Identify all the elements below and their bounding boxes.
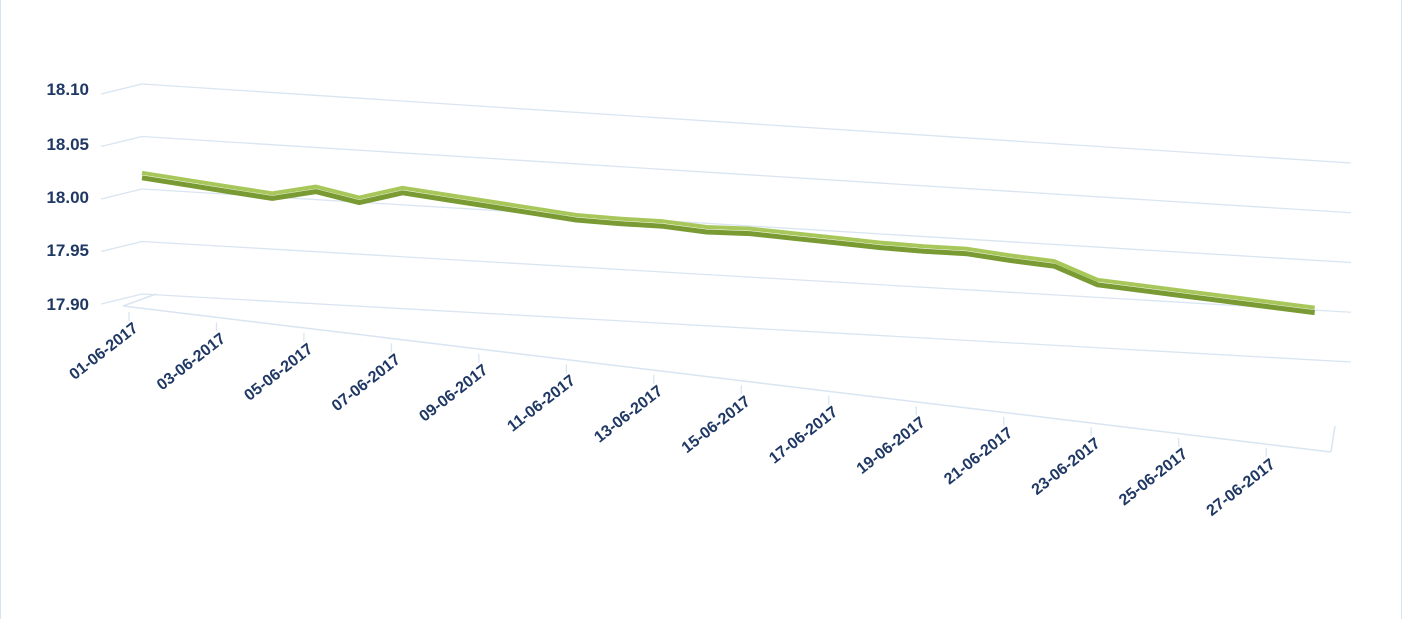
gridline-depth [100, 240, 143, 253]
x-tick-label: 27-06-2017 [1204, 456, 1279, 520]
x-tick-label: 21-06-2017 [941, 424, 1016, 488]
gridline-depth [100, 83, 143, 95]
x-axis-line [122, 305, 1332, 453]
x-tick-label: 03-06-2017 [154, 330, 229, 394]
x-tick-label: 19-06-2017 [854, 414, 929, 478]
x-tick-label: 07-06-2017 [329, 351, 404, 415]
x-axis [122, 293, 1336, 453]
gridline-depth [100, 135, 143, 148]
y-tick-label: 18.05 [46, 135, 89, 154]
x-tick-label: 11-06-2017 [505, 372, 579, 435]
y-tick-label: 18.10 [46, 80, 89, 99]
gridline [141, 293, 1352, 363]
gridline [141, 135, 1352, 214]
x-tick-label: 25-06-2017 [1116, 445, 1191, 509]
y-tick-label: 17.95 [46, 241, 89, 260]
x-tick-label: 09-06-2017 [416, 362, 491, 426]
x-tick-label: 23-06-2017 [1029, 435, 1104, 499]
x-tick-label: 17-06-2017 [766, 404, 841, 468]
series-line [141, 170, 1315, 310]
y-tick-label: 17.90 [46, 295, 89, 314]
gridline-depth [100, 293, 143, 305]
series [141, 170, 1316, 316]
series-line-shadow [141, 175, 1316, 316]
x-tick-label: 13-06-2017 [591, 383, 666, 447]
x-axis-labels: 01-06-2017 03-06-2017 05-06-2017 07-06-2017… [67, 312, 1279, 520]
gridline [141, 240, 1352, 313]
x-tick-label: 05-06-2017 [241, 341, 316, 405]
x-axis-depth-right [1330, 425, 1336, 453]
gridlines [100, 83, 1352, 363]
x-tick-label: 01-06-2017 [67, 320, 142, 384]
gridline-depth [100, 188, 143, 200]
y-axis: 18.10 18.05 18.00 17.95 17.90 [46, 80, 89, 314]
x-axis-depth-left [122, 293, 157, 307]
x-tick-label: 15-06-2017 [679, 393, 754, 457]
y-tick-label: 18.00 [46, 188, 89, 207]
gridline [141, 83, 1352, 164]
gridline [141, 188, 1352, 264]
